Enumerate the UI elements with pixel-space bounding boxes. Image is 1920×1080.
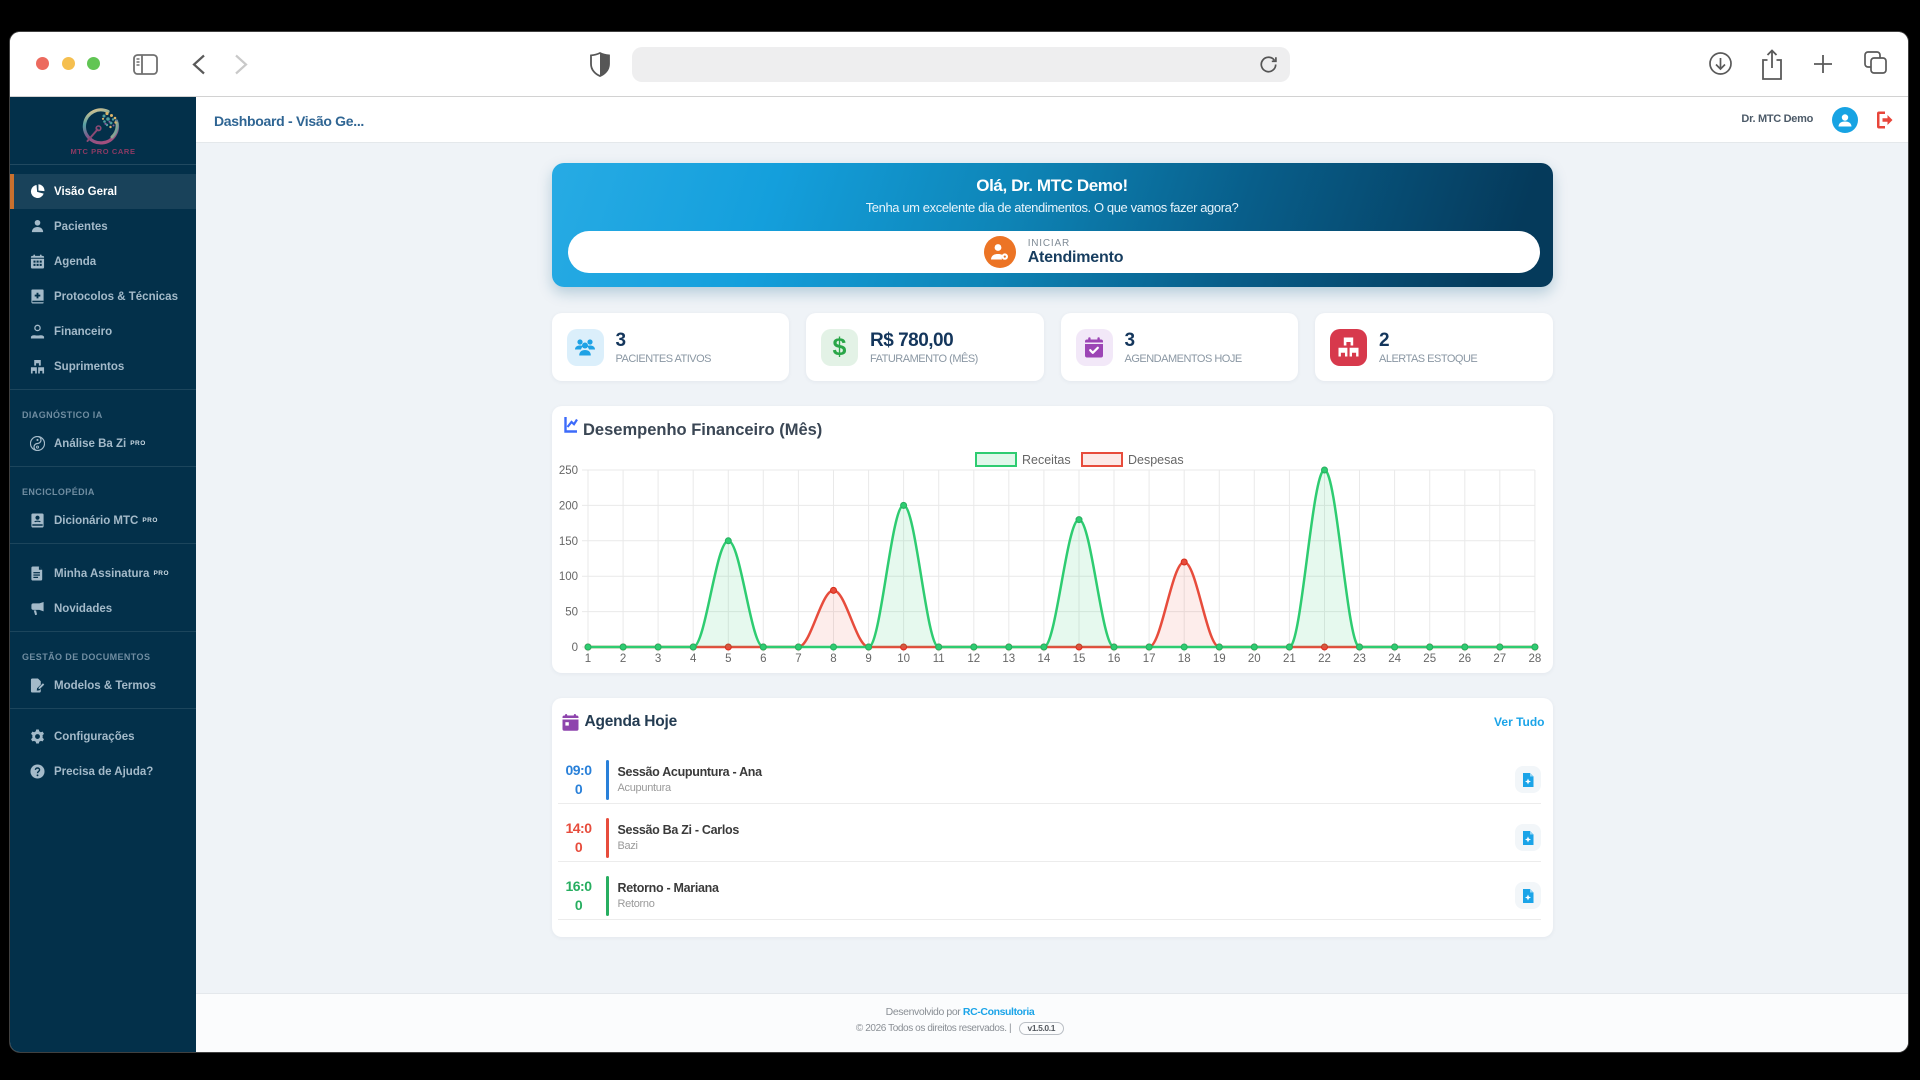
svg-text:15: 15 [1072, 653, 1085, 665]
svg-text:20: 20 [1247, 653, 1260, 665]
svg-text:17: 17 [1142, 653, 1155, 665]
svg-text:23: 23 [1353, 653, 1366, 665]
svg-text:6: 6 [760, 653, 766, 665]
svg-text:18: 18 [1177, 653, 1190, 665]
svg-text:5: 5 [725, 653, 731, 665]
svg-text:150: 150 [558, 536, 577, 548]
svg-text:4: 4 [689, 653, 696, 665]
svg-text:2: 2 [619, 653, 625, 665]
svg-text:10: 10 [897, 653, 910, 665]
svg-text:11: 11 [932, 653, 944, 665]
svg-text:Receitas: Receitas [1022, 453, 1071, 467]
svg-text:27: 27 [1493, 653, 1506, 665]
svg-text:16: 16 [1107, 653, 1120, 665]
svg-text:13: 13 [1002, 653, 1015, 665]
svg-text:26: 26 [1458, 653, 1471, 665]
svg-text:3: 3 [654, 653, 660, 665]
svg-text:0: 0 [571, 642, 577, 654]
svg-text:19: 19 [1212, 653, 1225, 665]
svg-text:100: 100 [558, 571, 577, 583]
svg-text:14: 14 [1037, 653, 1050, 665]
svg-text:24: 24 [1388, 653, 1401, 665]
svg-text:Desempenho Financeiro (Mês): Desempenho Financeiro (Mês) [583, 421, 822, 439]
svg-text:200: 200 [558, 500, 577, 512]
svg-text:28: 28 [1528, 653, 1541, 665]
svg-text:25: 25 [1423, 653, 1436, 665]
svg-text:21: 21 [1283, 653, 1296, 665]
svg-text:9: 9 [865, 653, 871, 665]
svg-text:1: 1 [584, 653, 590, 665]
svg-text:12: 12 [967, 653, 980, 665]
svg-text:50: 50 [565, 607, 578, 619]
svg-text:Despesas: Despesas [1128, 453, 1184, 467]
svg-text:8: 8 [830, 653, 836, 665]
svg-text:22: 22 [1318, 653, 1331, 665]
svg-text:7: 7 [795, 653, 801, 665]
svg-text:250: 250 [558, 465, 577, 477]
